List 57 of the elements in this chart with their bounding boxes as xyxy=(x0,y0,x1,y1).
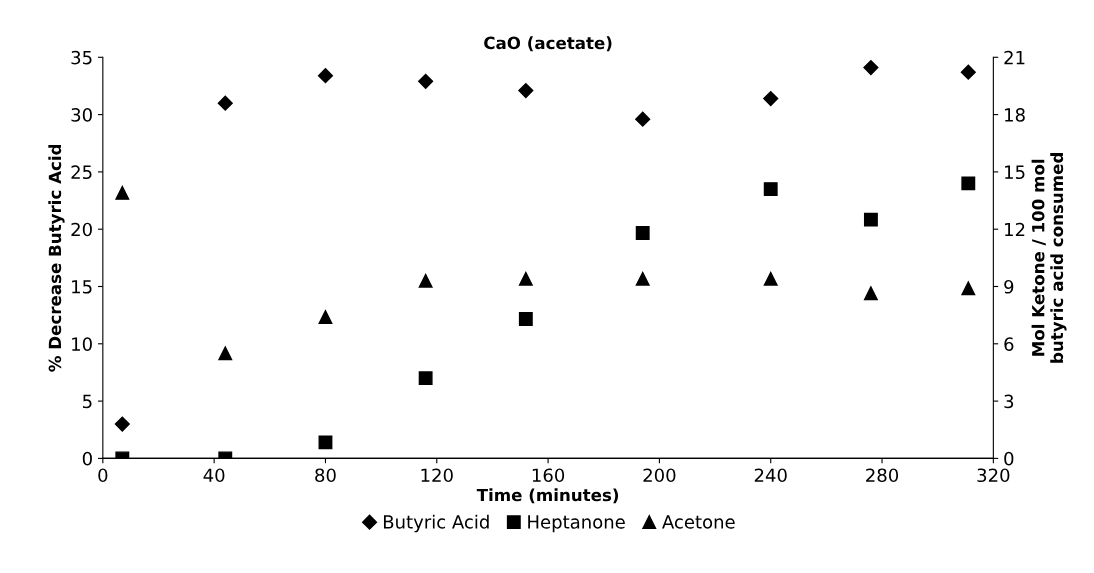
point xyxy=(318,310,333,325)
y2-tick-label: 18 xyxy=(1005,108,1025,122)
point xyxy=(763,271,778,286)
legend-label: Heptanone xyxy=(528,515,625,533)
y2-tick-label: 9 xyxy=(1004,279,1014,294)
y-tick-label: 25 xyxy=(71,165,92,180)
point xyxy=(115,185,130,200)
y-tick-label: 30 xyxy=(71,108,92,122)
point xyxy=(863,212,878,227)
point xyxy=(863,286,878,301)
y-tick-label: 35 xyxy=(71,50,92,65)
point xyxy=(518,312,533,326)
point xyxy=(961,176,976,191)
point xyxy=(114,416,130,432)
x-tick-label: 120 xyxy=(421,468,453,483)
point xyxy=(217,95,233,111)
point xyxy=(418,371,433,386)
chart-title: CaO (acetate) xyxy=(484,36,612,52)
point xyxy=(418,73,434,89)
point xyxy=(317,68,334,84)
point xyxy=(518,271,533,286)
x-tick-label: 80 xyxy=(315,468,336,483)
point xyxy=(863,60,879,76)
y2-tick-label: 12 xyxy=(1005,222,1025,237)
point xyxy=(218,346,233,361)
point xyxy=(635,271,650,286)
y-tick-label: 10 xyxy=(72,337,92,351)
legend-label: Acetone xyxy=(662,515,735,529)
x-tick-label: 40 xyxy=(203,468,225,483)
y2-tick-label: 15 xyxy=(1005,165,1025,180)
y-tick-label: 0 xyxy=(82,451,92,466)
point xyxy=(763,182,778,197)
point xyxy=(635,226,650,240)
y2-tick-label: 0 xyxy=(1004,451,1014,466)
point xyxy=(418,273,433,288)
point xyxy=(635,111,651,127)
x-tick-label: 280 xyxy=(866,468,899,483)
y-axis-title: % Decrease Butyric Acid xyxy=(48,144,65,372)
x-tick-label: 0 xyxy=(98,468,108,483)
point xyxy=(763,90,779,107)
point xyxy=(961,281,976,296)
y-tick-label: 15 xyxy=(72,280,92,294)
y-tick-label: 5 xyxy=(83,394,92,409)
point xyxy=(518,82,534,99)
y2-tick-label: 3 xyxy=(1004,394,1014,409)
y2-axis-title: Mol Ketone / 100 mol butyric acid consumed xyxy=(1031,153,1067,363)
x-tick-label: 320 xyxy=(977,468,1010,483)
y2-tick-label: 21 xyxy=(1004,50,1025,65)
y-tick-label: 20 xyxy=(71,222,92,237)
x-axis-title: Time (minutes) xyxy=(476,488,619,504)
legend-label: Butyric Acid xyxy=(383,514,489,533)
y2-tick-label: 6 xyxy=(1004,337,1014,351)
point xyxy=(960,64,976,80)
x-tick-label: 160 xyxy=(532,468,565,483)
x-tick-label: 200 xyxy=(643,468,676,483)
x-tick-label: 240 xyxy=(754,468,787,483)
point xyxy=(318,435,333,450)
